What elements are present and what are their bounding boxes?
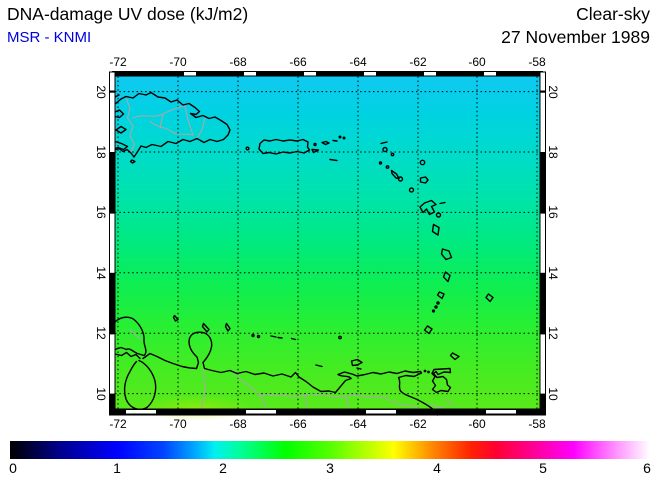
lon-tick-top: -68 — [229, 55, 247, 69]
lon-tick-bottom: -58 — [528, 417, 546, 431]
lon-tick-top: -72 — [109, 55, 127, 69]
lon-tick-bottom: -64 — [349, 417, 367, 431]
lon-tick-bottom: -70 — [169, 417, 187, 431]
lat-tick-right: 20 — [546, 84, 560, 99]
colorbar-tick: 0 — [9, 460, 17, 476]
colorbar-tick: 1 — [113, 460, 121, 476]
colorbar-tick: 4 — [433, 460, 441, 476]
lat-tick-left: 12 — [94, 326, 108, 340]
page-title: DNA-damage UV dose (kJ/m2) — [7, 4, 249, 24]
lon-tick-bottom: -62 — [409, 417, 427, 431]
colorbar-tick: 3 — [326, 460, 334, 476]
sky-condition-label: Clear-sky — [576, 4, 650, 24]
lon-tick-bottom: -72 — [109, 417, 127, 431]
lat-tick-right: 18 — [546, 145, 560, 159]
lat-tick-right: 10 — [546, 386, 560, 401]
lon-tick-top: -62 — [409, 55, 427, 69]
data-source-label: MSR - KNMI — [7, 29, 92, 46]
colorbar-tick: 5 — [539, 460, 547, 476]
lat-tick-right: 14 — [546, 266, 560, 280]
colorbar-tick: 2 — [219, 460, 227, 476]
uv-dose-field — [115, 72, 540, 415]
lat-tick-right: 16 — [546, 205, 560, 220]
lon-tick-top: -60 — [468, 55, 486, 69]
lon-tick-top: -70 — [169, 55, 187, 69]
lat-tick-left: 18 — [94, 145, 108, 159]
lat-tick-left: 16 — [94, 205, 108, 220]
lon-tick-top: -66 — [289, 55, 307, 69]
lon-tick-top: -58 — [528, 55, 546, 69]
colorbar-tick: 6 — [643, 460, 651, 476]
colorbar — [10, 441, 650, 459]
lon-tick-bottom: -68 — [229, 417, 247, 431]
lat-tick-left: 10 — [94, 386, 108, 401]
lon-tick-top: -64 — [349, 55, 367, 69]
lon-tick-bottom: -60 — [468, 417, 486, 431]
date-label: 27 November 1989 — [501, 27, 650, 47]
lon-tick-bottom: -66 — [289, 417, 307, 431]
lat-tick-left: 14 — [94, 266, 108, 280]
lat-tick-left: 20 — [94, 84, 108, 99]
lat-tick-right: 12 — [546, 326, 560, 340]
